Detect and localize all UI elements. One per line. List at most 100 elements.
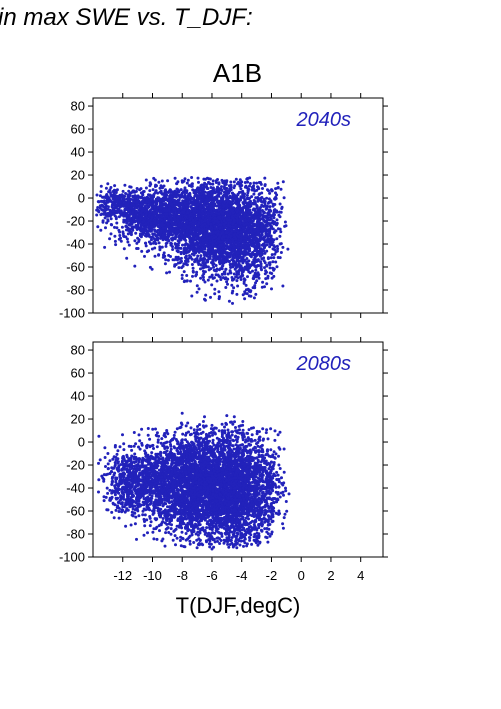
scatter-point (183, 193, 187, 197)
scatter-point (202, 207, 206, 210)
scatter-point (252, 235, 256, 239)
scatter-point (113, 189, 117, 193)
scatter-point (238, 221, 242, 225)
scatter-point (275, 237, 279, 241)
scatter-point (257, 187, 261, 191)
scatter-point (234, 275, 238, 279)
scatter-point (152, 214, 156, 218)
scatter-point (125, 237, 129, 241)
scatter-point (185, 243, 189, 247)
scatter-points (95, 176, 290, 305)
scatter-point (105, 221, 109, 225)
scatter-point (156, 233, 160, 237)
scatter-point (230, 276, 234, 279)
scatter-point (157, 180, 161, 184)
scatter-point (232, 219, 236, 222)
scatter-point (113, 184, 117, 188)
scatter-point (133, 264, 137, 268)
scatter-point (220, 189, 224, 192)
scatter-point (278, 202, 282, 206)
scatter-point (144, 244, 148, 248)
scatter-point (269, 236, 273, 240)
scatter-point (144, 225, 148, 229)
scatter-point (254, 249, 258, 253)
scatter-point (239, 278, 243, 281)
scatter-point (275, 265, 279, 269)
scatter-point (196, 195, 200, 199)
scatter-point (221, 208, 225, 212)
scatter-point (216, 245, 220, 249)
scatter-point (115, 226, 119, 230)
scatter-point (270, 189, 274, 193)
scatter-point (175, 182, 179, 186)
scatter-point (228, 194, 232, 198)
scatter-point (266, 256, 270, 260)
scatter-point (221, 235, 225, 239)
scatter-point (165, 193, 169, 197)
scatter-point (225, 179, 229, 183)
scatter-point (119, 210, 123, 214)
scatter-point (145, 197, 149, 200)
scatter-point (127, 189, 131, 193)
scatter-point (150, 216, 154, 219)
scatter-point (136, 223, 140, 227)
scatter-point (227, 191, 231, 195)
scatter-point (177, 224, 181, 227)
scatter-point (192, 214, 196, 218)
scatter-point (235, 253, 239, 257)
scatter-point (281, 245, 285, 249)
scatter-point (96, 200, 100, 204)
scatter-point (241, 226, 245, 230)
scatter-point (191, 266, 195, 270)
scatter-point (263, 266, 266, 270)
scatter-point (245, 177, 249, 181)
scatter-point (255, 181, 259, 185)
scatter-point (148, 189, 152, 193)
scatter-point (125, 219, 129, 223)
scatter-point (194, 242, 198, 246)
scatter-point (96, 209, 100, 212)
scatter-point (164, 244, 168, 248)
scatter-point (174, 195, 178, 199)
scatter-point (208, 275, 212, 279)
scatter-point (229, 180, 233, 184)
scatter-point (191, 274, 194, 278)
y-tick-label: -40 (66, 237, 85, 252)
scatter-point (199, 243, 203, 246)
scatter-point (209, 247, 213, 251)
scatter-point (149, 211, 152, 214)
scatter-point (190, 263, 194, 266)
scatter-point (135, 215, 139, 219)
scatter-point (158, 248, 162, 252)
scatter-point (180, 266, 184, 270)
scatter-point (154, 198, 158, 202)
scatter-point (242, 229, 246, 233)
scatter-point (214, 179, 218, 183)
scatter-point (266, 233, 270, 237)
scatter-point (275, 218, 279, 222)
scatter-point (140, 249, 144, 253)
scatter-point (168, 212, 172, 216)
scatter-point (109, 223, 113, 226)
scatter-point (204, 293, 208, 297)
scatter-point (201, 195, 204, 199)
scatter-point (224, 267, 228, 271)
scatter-point (188, 193, 192, 196)
scatter-point (252, 253, 256, 257)
scatter-point (151, 198, 154, 202)
scatter-point (156, 191, 160, 195)
scatter-point (147, 214, 151, 218)
scatter-point (206, 278, 210, 282)
scatter-point (231, 208, 235, 212)
scatter-point (216, 199, 220, 203)
scatter-point (160, 224, 164, 228)
scatter-point (137, 195, 141, 199)
scatter-point (265, 207, 269, 211)
scatter-point (165, 236, 169, 240)
scatter-point (210, 273, 214, 277)
scatter-point (128, 194, 132, 198)
scatter-point (182, 210, 186, 214)
scatter-point (177, 202, 181, 206)
scatter-point (203, 203, 207, 207)
scatter-point (98, 458, 102, 462)
